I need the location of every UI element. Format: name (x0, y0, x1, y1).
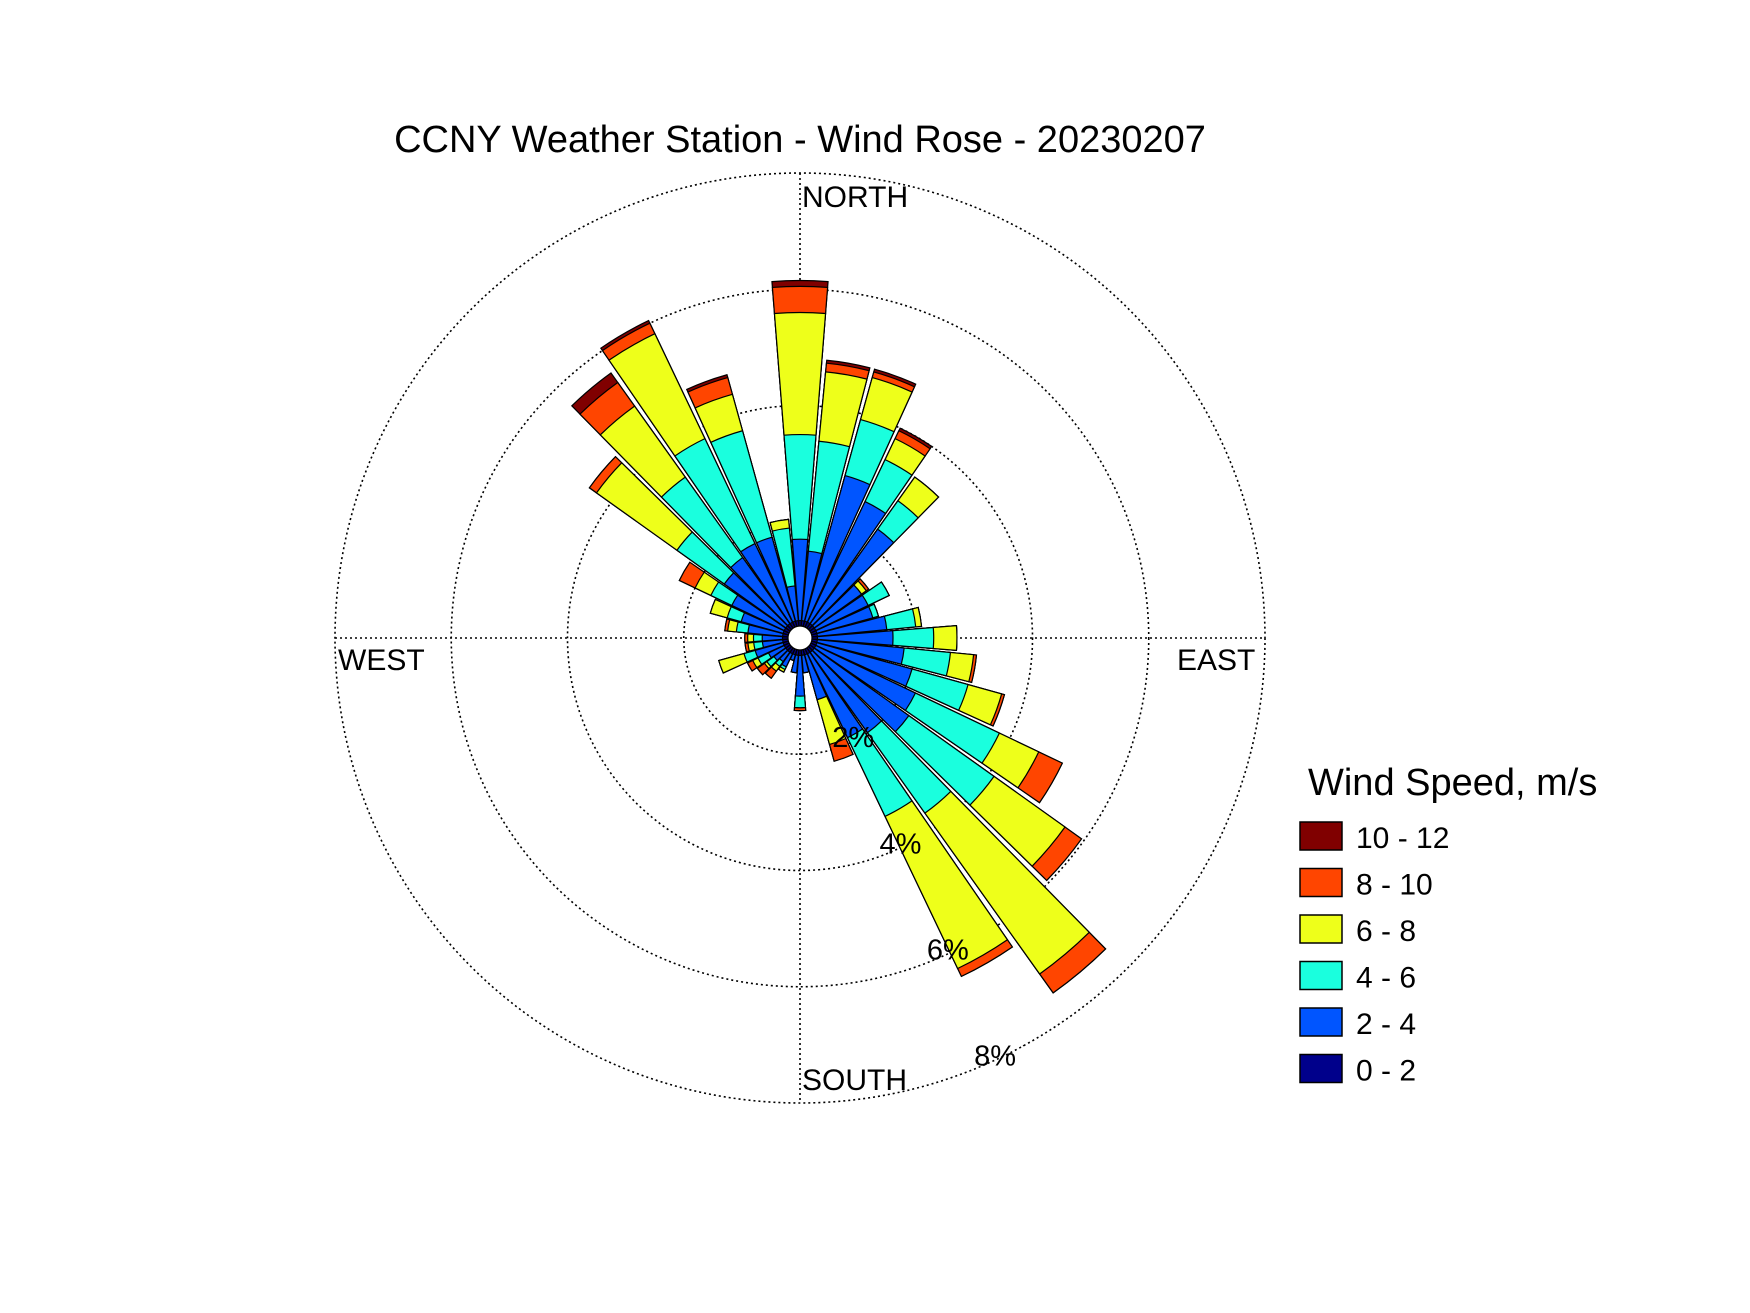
east-label: EAST (1177, 644, 1255, 677)
legend-label: 8 - 10 (1356, 869, 1433, 902)
ring-label: 6% (927, 934, 969, 966)
south-label: SOUTH (802, 1064, 907, 1097)
ring-label: 8% (974, 1041, 1016, 1073)
ring-label: 2% (832, 722, 874, 754)
wind-sector-segment (799, 500, 887, 639)
legend-swatch (1299, 1007, 1343, 1037)
wind-sectors (571, 279, 1107, 994)
wind-sector-segment (731, 594, 801, 639)
legend-label: 10 - 12 (1356, 822, 1449, 855)
legend-swatch (1299, 821, 1343, 851)
center-hub (787, 625, 813, 651)
wind-sector-segment (799, 605, 874, 639)
wind-sector-segment (794, 637, 806, 697)
wind-sector-segment (799, 528, 895, 639)
legend: Wind Speed, m/s 10 - 12 8 - 10 6 - 8 4 - 6 2… (1299, 762, 1597, 1088)
wind-sector-segment (799, 637, 883, 734)
legend-swatch (1299, 960, 1343, 991)
wind-sector-segment (799, 630, 894, 646)
wind-sector-segment (799, 594, 869, 639)
wind-sector-segment (799, 584, 863, 639)
ring-label: 4% (880, 828, 922, 860)
legend-swatch (1299, 867, 1343, 898)
chart-title: CCNY Weather Station - Wind Rose - 20230… (394, 119, 1206, 161)
wind-sector-segment (755, 536, 801, 639)
wind-sector-segment (723, 571, 801, 639)
wind-sector-segment (799, 474, 871, 639)
wind-sector-segment (783, 433, 817, 639)
legend-swatch (1299, 1053, 1343, 1084)
ring-labels: 2% 4% 6% 8% (832, 722, 1016, 1073)
wind-sector-segment (799, 637, 864, 739)
wind-sector-segment (799, 637, 913, 688)
legend-swatch (1299, 914, 1343, 944)
legend-label: 4 - 6 (1356, 962, 1416, 995)
wind-sector-segment (729, 556, 801, 639)
wind-sector-segment (799, 615, 888, 639)
legend-title: Wind Speed, m/s (1308, 762, 1597, 804)
wind-sector-segment (739, 542, 801, 639)
wind-sector-segment (761, 634, 801, 642)
wind-sector-segment (799, 637, 910, 733)
west-label: WEST (338, 644, 425, 677)
legend-label: 2 - 4 (1356, 1008, 1416, 1041)
wind-sector-segment (799, 637, 905, 665)
legend-label: 0 - 2 (1356, 1055, 1416, 1088)
legend-label: 6 - 8 (1356, 915, 1416, 948)
wind-sector-segment (799, 637, 917, 712)
north-label: NORTH (802, 181, 908, 214)
wind-sector-segment (791, 538, 809, 639)
